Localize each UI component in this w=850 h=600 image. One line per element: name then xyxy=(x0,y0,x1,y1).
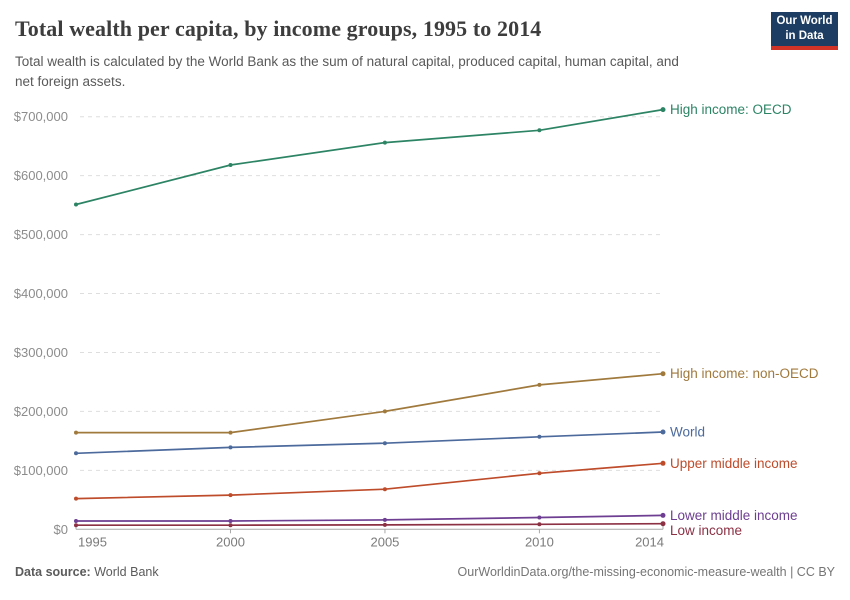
series-line-high-income-oecd xyxy=(75,108,664,206)
y-axis-tick-label: $500,000 xyxy=(14,227,68,242)
data-point xyxy=(537,515,542,520)
data-point xyxy=(74,496,78,501)
data-source: Data source: World Bank xyxy=(15,565,159,579)
x-axis-tick-label: 2010 xyxy=(525,534,554,549)
series-world: World xyxy=(74,425,705,456)
series-end-label: High income: non-OECD xyxy=(670,366,819,381)
owid-logo-line2: in Data xyxy=(785,30,824,42)
data-point xyxy=(382,487,387,492)
data-point xyxy=(228,523,233,528)
data-point xyxy=(660,512,666,518)
data-point xyxy=(74,523,78,528)
y-axis-tick-label: $700,000 xyxy=(14,109,68,124)
series-high-income-oecd: High income: OECD xyxy=(74,102,792,207)
series-upper-middle-income: Upper middle income xyxy=(74,456,798,501)
x-axis-tick-label: 2014 xyxy=(635,534,664,549)
data-point xyxy=(660,521,666,527)
x-axis-tick-label: 2005 xyxy=(370,534,399,549)
series-high-income-non-oecd: High income: non-OECD xyxy=(74,366,819,435)
x-axis-tick-label: 2000 xyxy=(216,534,245,549)
owid-logo: Our World in Data xyxy=(771,12,838,50)
data-point xyxy=(382,409,387,414)
footer-url-link[interactable]: OurWorldinData.org/the-missing-economic-… xyxy=(457,565,787,579)
y-axis-tick-label: $600,000 xyxy=(14,168,68,183)
x-axis-tick-label: 1995 xyxy=(78,534,107,549)
data-point xyxy=(382,517,387,522)
footer-attribution: OurWorldinData.org/the-missing-economic-… xyxy=(458,565,835,579)
data-point xyxy=(537,128,542,133)
data-point xyxy=(660,371,666,377)
series-line-low-income xyxy=(76,522,664,527)
series-line-high-income-non-oecd xyxy=(76,372,664,434)
footer-license: | CC BY xyxy=(790,565,835,579)
series-end-label: Upper middle income xyxy=(670,456,798,471)
y-axis-tick-label: $0 xyxy=(54,522,68,537)
data-point xyxy=(537,434,542,439)
data-point xyxy=(537,471,542,476)
data-point xyxy=(74,519,78,523)
data-point xyxy=(382,441,387,446)
y-axis-tick-label: $200,000 xyxy=(14,404,68,419)
data-point xyxy=(382,522,387,527)
data-point xyxy=(228,493,233,498)
data-point xyxy=(228,430,233,435)
data-source-value: World Bank xyxy=(94,565,159,579)
series-line-world xyxy=(75,431,664,455)
series-end-label: World xyxy=(670,425,705,440)
series-line-upper-middle-income xyxy=(75,462,664,500)
wealth-line-chart: $0 $100,000 $200,000 $300,000 $400,000 $500,0… xyxy=(14,102,819,549)
y-axis-tick-label: $400,000 xyxy=(14,286,68,301)
series-line-lower-middle-income xyxy=(76,514,664,522)
series-end-label: Low income xyxy=(670,523,742,538)
y-axis-tick-label: $300,000 xyxy=(14,345,68,360)
series-end-label: High income: OECD xyxy=(670,102,792,117)
series-end-label: Lower middle income xyxy=(670,508,798,523)
data-point xyxy=(660,429,666,435)
owid-logo-line1: Our World xyxy=(776,15,833,28)
data-point xyxy=(537,382,542,387)
data-point xyxy=(228,445,233,450)
data-point xyxy=(74,451,78,456)
chart-footer: Data source: World Bank OurWorldinData.o… xyxy=(15,565,835,579)
series-lower-middle-income: Lower middle income xyxy=(74,508,798,523)
data-point xyxy=(74,430,78,435)
chart-subtitle: Total wealth is calculated by the World … xyxy=(15,54,679,90)
series-low-income: Low income xyxy=(74,521,742,538)
data-point xyxy=(228,163,233,167)
y-axis-tick-label: $100,000 xyxy=(14,463,68,478)
data-source-label: Data source: xyxy=(15,565,91,579)
data-point xyxy=(382,140,387,145)
page-title: Total wealth per capita, by income group… xyxy=(15,16,542,41)
data-point xyxy=(537,522,542,527)
data-point xyxy=(228,519,233,523)
data-point xyxy=(660,107,666,113)
data-point xyxy=(660,460,666,466)
data-point xyxy=(74,202,78,207)
